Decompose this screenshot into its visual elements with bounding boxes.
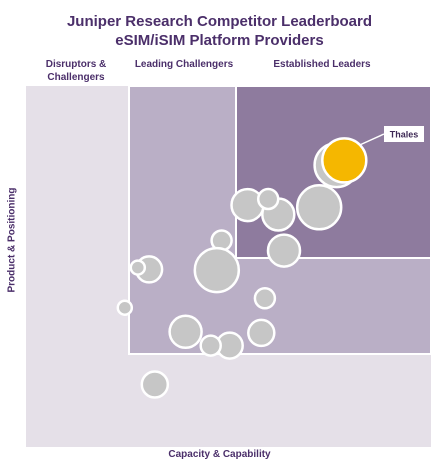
x-axis-label: Capacity & Capability	[168, 449, 271, 460]
zone-label-established-leaders: Established Leaders	[273, 59, 371, 70]
bubble-vendor-12	[168, 314, 203, 350]
callout-line	[359, 133, 385, 146]
bubble-vendor-6	[266, 233, 302, 268]
bubble-vendor-15	[199, 334, 222, 357]
y-axis-label: Product & Positioning	[6, 187, 18, 293]
chart-title: Juniper Research Competitor Leaderboard	[66, 13, 373, 30]
bubble-vendor-8	[193, 246, 241, 294]
bubble-vendor-16	[116, 299, 134, 316]
bubble-thales	[321, 137, 368, 184]
bubble-vendor-17	[140, 370, 170, 399]
callout-box	[384, 126, 424, 142]
callout-label-thales: Thales	[390, 130, 419, 140]
zone-label-leading-challengers: Leading Challengers	[134, 59, 234, 70]
bubble-vendor-5	[256, 187, 280, 211]
bubble-vendor-11	[253, 287, 277, 310]
zone-label-disruptors-challengers: Disruptors & Challengers	[45, 59, 107, 83]
bubble-vendor-10	[129, 259, 147, 276]
bubble-vendor-2	[295, 184, 343, 231]
chart-subtitle: eSIM/iSIM Platform Providers	[115, 32, 324, 49]
bubble-vendor-13	[247, 318, 276, 348]
